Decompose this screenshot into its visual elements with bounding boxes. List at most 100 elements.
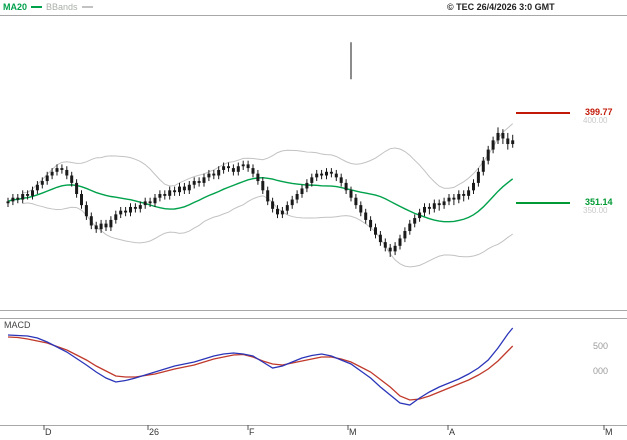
candle-body (398, 238, 402, 246)
x-axis-label: D (45, 427, 52, 437)
candle-body (11, 197, 15, 202)
candle-body (236, 166, 240, 172)
candle-body (227, 166, 230, 169)
candle-body (21, 194, 25, 200)
candle-body (413, 218, 417, 224)
candle-body (393, 245, 397, 252)
candle-body (354, 197, 358, 206)
candle-body (325, 171, 328, 176)
candle-body (60, 168, 64, 170)
candle-body (231, 168, 235, 172)
candle-body (442, 201, 446, 206)
candle-body (266, 190, 270, 202)
x-axis-label: M (605, 427, 613, 437)
candle-body (124, 210, 128, 213)
candle-body (374, 227, 377, 235)
candle-body (423, 206, 426, 213)
candle-body (31, 190, 34, 196)
candle-body (472, 182, 475, 191)
candle-body (65, 169, 69, 176)
candle-body (114, 214, 118, 220)
x-axis-label: 26 (149, 427, 160, 437)
x-axis-label: F (249, 427, 255, 437)
candle-body (276, 208, 279, 215)
candle-body (187, 184, 191, 191)
candle-body (26, 194, 30, 196)
candle-body (217, 169, 221, 176)
ma20-line-swatch-icon (31, 6, 43, 8)
chart-legend: MA20 BBands (3, 2, 93, 12)
candle-body (290, 199, 294, 206)
candle-body (310, 177, 314, 183)
bbands-legend-label: BBands (46, 2, 78, 12)
candle-body (89, 216, 93, 226)
candle-body (168, 190, 172, 196)
macd-pane-label: MACD (4, 320, 31, 330)
candle-body (467, 190, 471, 196)
candle-body (40, 181, 44, 185)
candle-body (378, 234, 382, 243)
candle-body (192, 181, 196, 185)
candle-body (153, 197, 157, 204)
candle-body (388, 247, 392, 252)
candle-body (178, 186, 181, 193)
candle-body (501, 132, 505, 139)
x-axis-label: A (449, 427, 456, 437)
candle-body (35, 184, 39, 191)
candle-body (506, 138, 510, 145)
candle-body (408, 223, 412, 232)
resistance-axis-label: 400.00 (583, 116, 608, 125)
ma20-line (7, 177, 514, 223)
candle-body (271, 201, 275, 209)
candle-body (315, 173, 319, 178)
candle-body (256, 173, 260, 182)
candle-body (437, 203, 441, 206)
candle-body (300, 188, 304, 195)
candle-body (383, 242, 387, 248)
candle-body (261, 181, 265, 191)
ma20-legend-label: MA20 (3, 2, 28, 12)
candle-body (251, 168, 255, 174)
candle-body (129, 206, 132, 213)
candle-body (476, 171, 480, 183)
candle-body (462, 194, 466, 196)
candle-body (344, 182, 348, 191)
candle-body (280, 210, 284, 215)
candle-body (241, 164, 245, 167)
candle-body (403, 231, 407, 239)
candle-body (511, 140, 515, 145)
candle-body (329, 171, 333, 174)
support-price-label: 351.14 (585, 197, 613, 207)
candle-body (486, 149, 490, 161)
candle-body (452, 197, 456, 200)
candle-body (138, 205, 142, 209)
support-axis-label: 350.00 (583, 206, 608, 215)
candle-body (427, 206, 431, 209)
resistance-price-label: 399.77 (585, 107, 613, 117)
candle-body (481, 160, 485, 172)
candle-body (84, 205, 88, 217)
macd-lines (7, 327, 514, 406)
macd-scale-label: 500 (593, 341, 609, 351)
bbands-line-swatch-icon (81, 6, 93, 8)
candle-body (359, 205, 363, 213)
candle-body (143, 201, 147, 206)
candle-body (339, 177, 343, 183)
candle-body (6, 201, 10, 204)
candle-body (207, 173, 211, 178)
candle-body (50, 171, 54, 176)
x-axis-label: M (349, 427, 357, 437)
candle-body (222, 166, 226, 170)
candle-body (133, 206, 137, 209)
candle-body (70, 175, 74, 183)
candles (6, 127, 515, 257)
pane-borders (0, 15, 627, 426)
candle-body (285, 205, 289, 211)
candle-body (246, 164, 250, 169)
candle-body (305, 182, 309, 189)
candle-body (202, 177, 206, 183)
candle-body (109, 219, 113, 228)
copyright-text: © TEC 26/4/2026 3:0 GMT (447, 2, 555, 12)
x-axis-ticks (43, 425, 605, 430)
